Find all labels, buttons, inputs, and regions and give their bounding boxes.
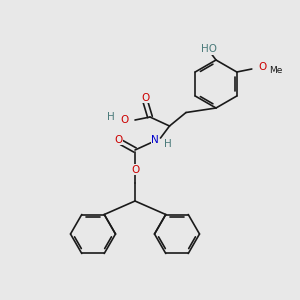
- Text: H: H: [106, 112, 114, 122]
- Text: Me: Me: [269, 66, 283, 75]
- Text: H: H: [164, 139, 172, 149]
- Text: O: O: [120, 115, 129, 125]
- Text: N: N: [151, 134, 159, 145]
- Text: O: O: [114, 134, 123, 145]
- Text: O: O: [141, 92, 150, 103]
- Text: O: O: [258, 62, 266, 73]
- Text: HO: HO: [200, 44, 217, 55]
- Text: O: O: [131, 164, 139, 175]
